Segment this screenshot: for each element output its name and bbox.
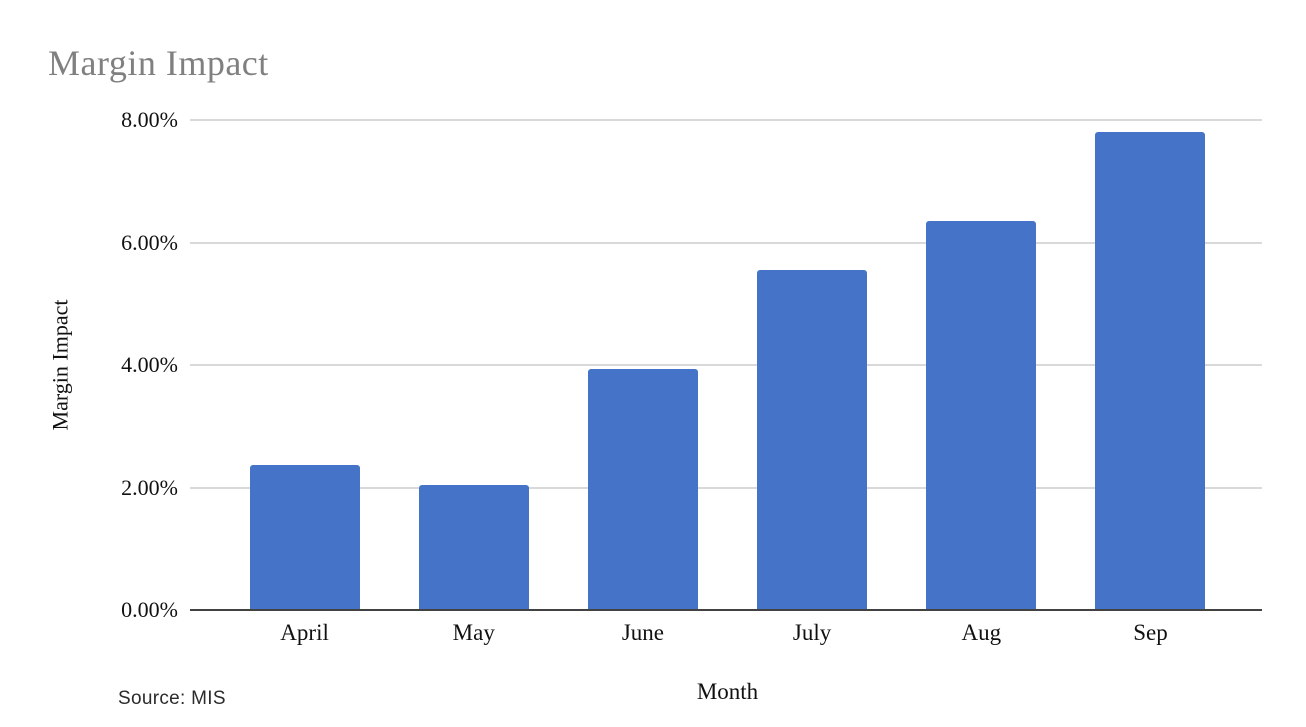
x-label-june: June — [621, 620, 665, 645]
x-label-april: April — [280, 620, 329, 645]
x-label-sep: Sep — [1133, 620, 1168, 645]
y-tick-8: 8.00% — [121, 107, 178, 132]
bar-slot-june — [558, 120, 727, 610]
x-axis-line — [190, 609, 1262, 611]
source-note: Source: MIS — [118, 688, 226, 709]
x-label-july: July — [792, 620, 832, 645]
x-label-may: May — [452, 620, 495, 645]
gridline-4 — [190, 364, 1262, 366]
y-tick-0: 0.00% — [121, 597, 178, 622]
bar-slot-sep — [1066, 120, 1235, 610]
bar-aug — [926, 221, 1037, 610]
x-axis-category-labels: April May June July Aug Sep — [220, 620, 1235, 646]
bar-april — [249, 465, 360, 610]
plot-area — [190, 119, 1262, 611]
x-label-aug: Aug — [961, 620, 1002, 645]
gridline-6 — [190, 241, 1262, 244]
bar-slot-may — [389, 120, 558, 610]
bar-sep — [1095, 131, 1206, 610]
y-axis-tick-labels: 8.00% 6.00% 4.00% 2.00% 0.00% — [0, 107, 178, 622]
x-axis-title: Month — [696, 679, 759, 704]
y-tick-4: 4.00% — [121, 352, 178, 377]
bar-slot-aug — [897, 120, 1066, 610]
bar-june — [587, 369, 698, 610]
y-tick-6: 6.00% — [121, 229, 178, 255]
y-tick-2: 2.00% — [121, 474, 178, 500]
bar-july — [757, 270, 868, 610]
bar-may — [418, 485, 529, 610]
gridline-2 — [190, 486, 1262, 489]
gridline-8 — [190, 119, 1262, 121]
bar-slot-july — [728, 120, 897, 610]
bars-area — [220, 120, 1235, 610]
bar-slot-april — [220, 120, 389, 610]
chart-title: Margin Impact — [48, 43, 269, 83]
